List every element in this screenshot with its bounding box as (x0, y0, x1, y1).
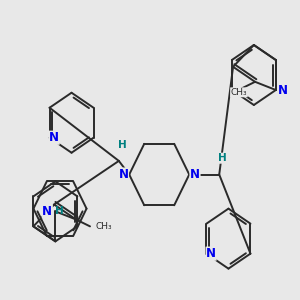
Text: H: H (118, 140, 127, 149)
Text: N: N (42, 205, 52, 218)
Text: N: N (190, 168, 200, 181)
Text: N: N (278, 83, 288, 97)
Text: H: H (218, 153, 227, 163)
Text: CH₃: CH₃ (231, 88, 247, 97)
Text: CH₃: CH₃ (96, 222, 112, 231)
Text: H: H (56, 206, 64, 216)
Text: N: N (49, 131, 59, 144)
Text: N: N (206, 247, 216, 260)
Text: N: N (118, 168, 128, 181)
